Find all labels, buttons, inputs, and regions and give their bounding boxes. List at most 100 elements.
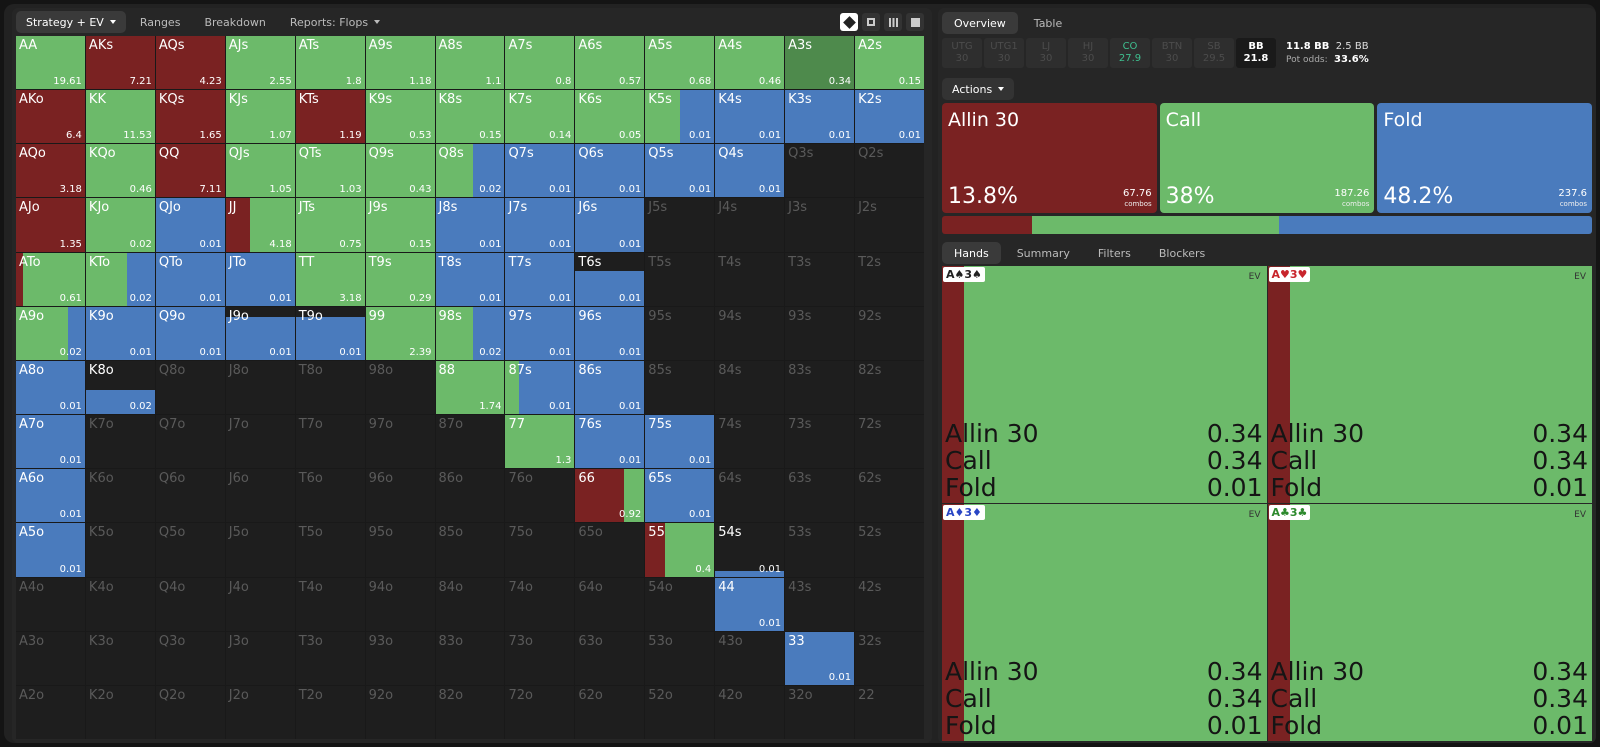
hand-cell-T7s[interactable]: T7s 0.01 xyxy=(505,252,575,306)
hand-cell-72s[interactable]: 72s xyxy=(855,415,924,469)
tab-breakdown[interactable]: Breakdown xyxy=(194,11,275,33)
hand-cell-A3s[interactable]: A3s 0.34 xyxy=(785,36,855,90)
hand-cell-Q4s[interactable]: Q4s 0.01 xyxy=(715,144,785,198)
tab-filters[interactable]: Filters xyxy=(1097,246,1131,260)
hand-cell-T4o[interactable]: T4o xyxy=(295,577,365,631)
hand-cell-75s[interactable]: 75s 0.01 xyxy=(645,415,715,469)
hand-cell-T6s[interactable]: T6s 0.01 xyxy=(575,252,645,306)
hand-cell-98o[interactable]: 98o xyxy=(365,360,435,415)
hand-cell-J9o[interactable]: J9o 0.01 xyxy=(225,306,295,360)
hand-cell-T2s[interactable]: T2s xyxy=(855,252,924,306)
hand-cell-83o[interactable]: 83o xyxy=(435,631,505,685)
hand-cell-T8s[interactable]: T8s 0.01 xyxy=(435,252,505,306)
hand-cell-J6s[interactable]: J6s 0.01 xyxy=(575,198,645,252)
square-icon[interactable] xyxy=(906,13,924,31)
hand-cell-98s[interactable]: 98s 0.02 xyxy=(435,306,505,360)
hand-cell-22[interactable]: 22 xyxy=(855,685,924,739)
hand-combo-card[interactable]: A♠3♠ EV Allin 30 0.34 Call 0.34 Fold 0.01 xyxy=(942,266,1267,503)
hand-cell-Q5o[interactable]: Q5o xyxy=(155,523,225,577)
action-card-fold[interactable]: Fold 48.2% 237.6 combos xyxy=(1377,103,1593,213)
hand-cell-T2o[interactable]: T2o xyxy=(295,685,365,739)
hand-cell-Q8s[interactable]: Q8s 0.02 xyxy=(435,144,505,198)
hand-cell-43s[interactable]: 43s xyxy=(785,577,855,631)
hand-cell-ATs[interactable]: ATs 1.8 xyxy=(295,36,365,90)
tab-strategy-ev[interactable]: Strategy + EV xyxy=(16,11,126,33)
hand-cell-QJs[interactable]: QJs 1.05 xyxy=(225,144,295,198)
hand-cell-87s[interactable]: 87s 0.01 xyxy=(505,360,575,415)
hand-cell-K2s[interactable]: K2s 0.01 xyxy=(855,90,924,144)
hand-combo-card[interactable]: A♥3♥ EV Allin 30 0.34 Call 0.34 Fold 0.01 xyxy=(1267,266,1592,503)
hand-cell-J3s[interactable]: J3s xyxy=(785,198,855,252)
hand-cell-J7o[interactable]: J7o xyxy=(225,415,295,469)
hand-cell-A4s[interactable]: A4s 0.46 xyxy=(715,36,785,90)
grid-small-icon[interactable] xyxy=(862,13,880,31)
hand-cell-KJo[interactable]: KJo 0.02 xyxy=(85,198,155,252)
hand-cell-86o[interactable]: 86o xyxy=(435,469,505,523)
hand-combo-card[interactable]: A♣3♣ EV Allin 30 0.34 Call 0.34 Fold 0.01 xyxy=(1267,504,1592,741)
hand-cell-94s[interactable]: 94s xyxy=(715,306,785,360)
hand-cell-66[interactable]: 66 0.92 xyxy=(575,469,645,523)
hand-cell-88[interactable]: 88 1.74 xyxy=(435,360,505,415)
hand-cell-T3o[interactable]: T3o xyxy=(295,631,365,685)
hand-cell-53o[interactable]: 53o xyxy=(645,631,715,685)
hand-cell-Q2o[interactable]: Q2o xyxy=(155,685,225,739)
tab-blockers[interactable]: Blockers xyxy=(1158,246,1206,260)
hand-cell-K9o[interactable]: K9o 0.01 xyxy=(85,306,155,360)
hand-cell-KTo[interactable]: KTo 0.02 xyxy=(85,252,155,306)
hand-cell-95o[interactable]: 95o xyxy=(365,523,435,577)
hand-cell-T8o[interactable]: T8o xyxy=(295,360,365,415)
hand-cell-76s[interactable]: 76s 0.01 xyxy=(575,415,645,469)
hand-cell-94o[interactable]: 94o xyxy=(365,577,435,631)
hand-cell-93o[interactable]: 93o xyxy=(365,631,435,685)
hand-cell-Q9o[interactable]: Q9o 0.01 xyxy=(155,306,225,360)
hand-cell-Q7o[interactable]: Q7o xyxy=(155,415,225,469)
hand-cell-KQo[interactable]: KQo 0.46 xyxy=(85,144,155,198)
hand-cell-55[interactable]: 55 0.4 xyxy=(645,523,715,577)
hand-cell-AA[interactable]: AA 19.61 xyxy=(16,36,85,90)
hand-cell-AQs[interactable]: AQs 4.23 xyxy=(155,36,225,90)
hand-cell-64s[interactable]: 64s xyxy=(715,469,785,523)
hand-cell-J4o[interactable]: J4o xyxy=(225,577,295,631)
hand-cell-95s[interactable]: 95s xyxy=(645,306,715,360)
hand-cell-AJo[interactable]: AJo 1.35 xyxy=(16,198,85,252)
hand-cell-93s[interactable]: 93s xyxy=(785,306,855,360)
hand-cell-52o[interactable]: 52o xyxy=(645,685,715,739)
hand-cell-A6s[interactable]: A6s 0.57 xyxy=(575,36,645,90)
hand-cell-T5o[interactable]: T5o xyxy=(295,523,365,577)
hand-cell-A2o[interactable]: A2o xyxy=(16,685,85,739)
position-sb[interactable]: SB 29.5 xyxy=(1194,38,1234,68)
hand-cell-85o[interactable]: 85o xyxy=(435,523,505,577)
hand-cell-A4o[interactable]: A4o xyxy=(16,577,85,631)
hand-cell-87o[interactable]: 87o xyxy=(435,415,505,469)
position-btn[interactable]: BTN 30 xyxy=(1152,38,1192,68)
hand-cell-92s[interactable]: 92s xyxy=(855,306,924,360)
hand-cell-QTo[interactable]: QTo 0.01 xyxy=(155,252,225,306)
tab-table[interactable]: Table xyxy=(1033,16,1063,30)
position-utg1[interactable]: UTG1 30 xyxy=(984,38,1024,68)
hand-cell-AKs[interactable]: AKs 7.21 xyxy=(85,36,155,90)
position-utg[interactable]: UTG 30 xyxy=(942,38,982,68)
hand-cell-J5s[interactable]: J5s xyxy=(645,198,715,252)
position-co[interactable]: CO 27.9 xyxy=(1110,38,1150,68)
hand-cell-J5o[interactable]: J5o xyxy=(225,523,295,577)
hand-cell-62o[interactable]: 62o xyxy=(575,685,645,739)
hand-cell-82s[interactable]: 82s xyxy=(855,360,924,415)
hand-cell-QTs[interactable]: QTs 1.03 xyxy=(295,144,365,198)
hand-cell-Q5s[interactable]: Q5s 0.01 xyxy=(645,144,715,198)
hand-cell-74o[interactable]: 74o xyxy=(505,577,575,631)
hand-cell-A7s[interactable]: A7s 0.8 xyxy=(505,36,575,90)
hand-cell-53s[interactable]: 53s xyxy=(785,523,855,577)
hand-cell-K7o[interactable]: K7o xyxy=(85,415,155,469)
hand-cell-T9s[interactable]: T9s 0.29 xyxy=(365,252,435,306)
hand-cell-QQ[interactable]: QQ 7.11 xyxy=(155,144,225,198)
hand-cell-A8o[interactable]: A8o 0.01 xyxy=(16,360,85,415)
hand-cell-54s[interactable]: 54s 0.01 xyxy=(715,523,785,577)
position-hj[interactable]: HJ 30 xyxy=(1068,38,1108,68)
hand-cell-62s[interactable]: 62s xyxy=(855,469,924,523)
hand-cell-T4s[interactable]: T4s xyxy=(715,252,785,306)
tab-ranges[interactable]: Ranges xyxy=(130,11,191,33)
hand-cell-J7s[interactable]: J7s 0.01 xyxy=(505,198,575,252)
hand-cell-A2s[interactable]: A2s 0.15 xyxy=(855,36,924,90)
tab-overview[interactable]: Overview xyxy=(942,12,1018,34)
hand-cell-33[interactable]: 33 0.01 xyxy=(785,631,855,685)
